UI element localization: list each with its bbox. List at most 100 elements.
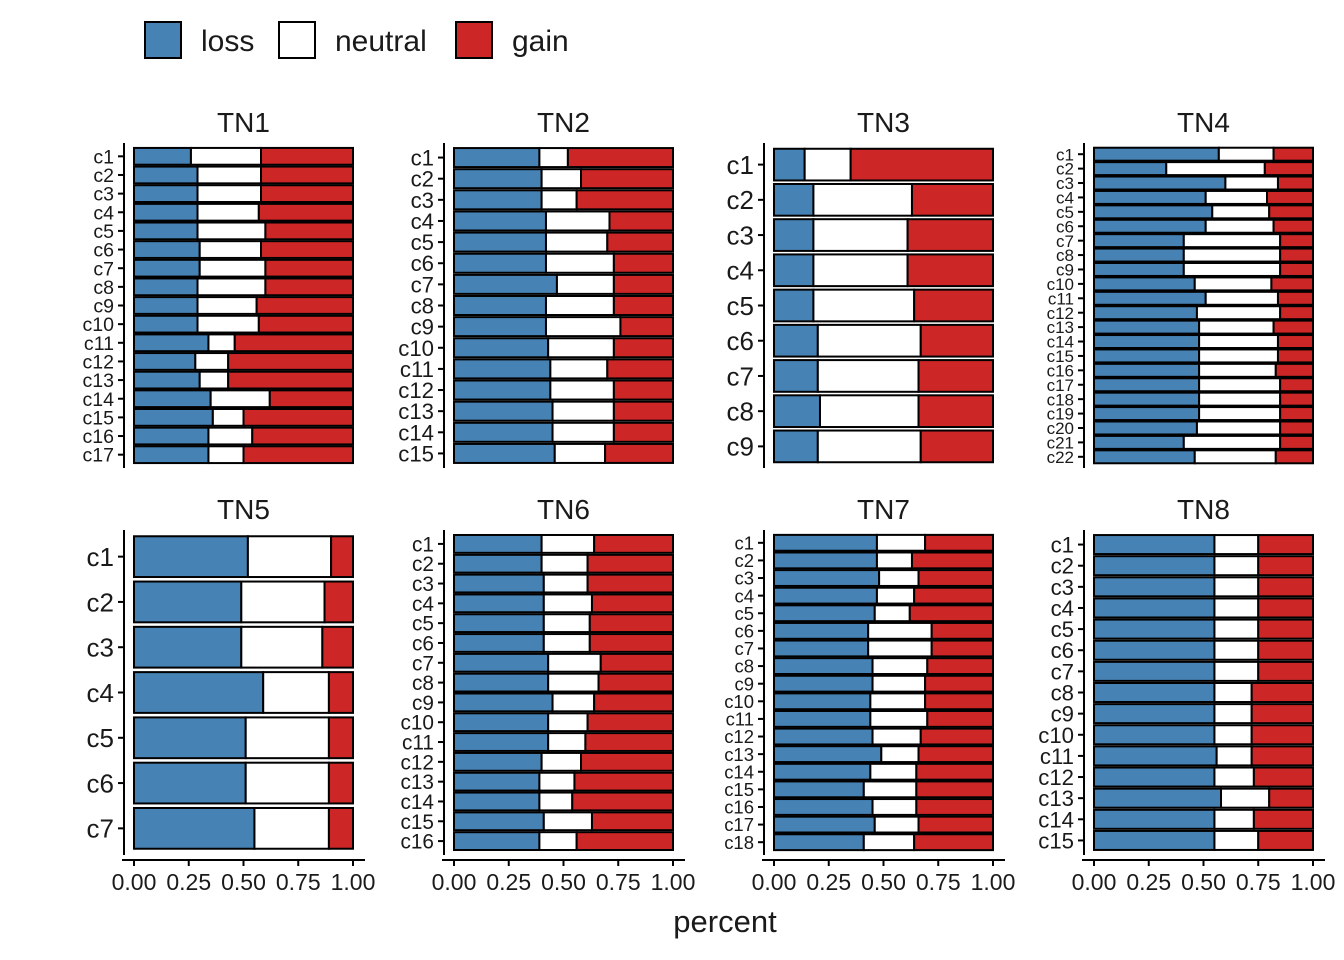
bar-gain-c6 <box>919 323 994 358</box>
bar-gain-c16 <box>1274 362 1315 378</box>
bar-neutral-c3 <box>1213 576 1260 598</box>
bar-loss-c16 <box>133 426 210 446</box>
bar-neutral-c22 <box>1193 449 1277 465</box>
bar-loss-c3 <box>133 184 199 204</box>
bar-loss-c16 <box>773 798 874 816</box>
bar-gain-c6 <box>260 240 354 259</box>
bar-neutral-c15 <box>553 442 607 464</box>
y-tick-label: c10 <box>398 336 434 361</box>
bar-gain-c16 <box>251 426 354 446</box>
bar-gain-c4 <box>590 593 674 614</box>
y-tick-label: c3 <box>1051 575 1074 600</box>
panel-title: TN7 <box>857 494 910 525</box>
bar-loss-c1 <box>453 533 543 554</box>
y-tick-label: c10 <box>400 712 434 735</box>
bar-neutral-c4 <box>812 253 909 288</box>
bar-neutral-c4 <box>262 671 330 714</box>
bar-gain-c20 <box>1279 420 1315 436</box>
bar-neutral-c4 <box>196 202 260 222</box>
bar-loss-c3 <box>1093 175 1227 191</box>
bar-gain-c17 <box>1279 377 1315 393</box>
bar-gain-c6 <box>930 621 994 640</box>
y-tick-label: c12 <box>398 378 434 403</box>
bar-gain-c15 <box>590 811 674 832</box>
panel-title: TN4 <box>1177 107 1230 138</box>
legend-label-loss: loss <box>201 25 254 58</box>
y-tick-label: c22 <box>1047 448 1074 467</box>
bar-loss-c12 <box>1093 766 1216 788</box>
x-tick-label: 1.00 <box>331 869 376 895</box>
bar-neutral-c7 <box>555 273 615 295</box>
y-tick-label: c1 <box>411 146 434 171</box>
bar-gain-c13 <box>1272 319 1314 335</box>
bar-gain-c18 <box>1279 391 1315 407</box>
y-tick-label: c1 <box>87 542 114 572</box>
bar-loss-c17 <box>1093 377 1201 393</box>
bar-loss-c2 <box>453 168 543 190</box>
bar-loss-c2 <box>1093 555 1216 577</box>
bar-neutral-c4 <box>1213 597 1260 619</box>
bar-neutral-c13 <box>880 745 920 764</box>
bar-neutral-c10 <box>547 712 589 733</box>
bar-neutral-c17 <box>1198 377 1282 393</box>
y-tick-label: c6 <box>734 621 754 642</box>
bar-gain-c7 <box>1257 660 1314 682</box>
y-tick-label: c10 <box>1038 723 1074 748</box>
x-tick-label: 0.00 <box>1072 869 1117 895</box>
bar-neutral-c2 <box>196 165 263 185</box>
bar-gain-c8 <box>597 672 674 693</box>
bar-loss-c8 <box>1093 681 1216 704</box>
y-tick-label: c2 <box>1051 554 1074 579</box>
y-tick-label: c7 <box>411 272 434 297</box>
bar-loss-c3 <box>453 189 543 211</box>
bar-loss-c18 <box>1093 391 1201 407</box>
bar-loss-c1 <box>133 146 192 166</box>
x-tick-label: 1.00 <box>651 869 696 895</box>
bar-gain-c2 <box>1257 555 1314 577</box>
y-tick-label: c3 <box>734 568 754 589</box>
y-tick-label: c1 <box>734 532 754 553</box>
bar-gain-c12 <box>1252 766 1314 788</box>
bar-neutral-c18 <box>862 833 916 852</box>
bar-neutral-c8 <box>818 394 920 429</box>
bar-neutral-c12 <box>194 352 230 371</box>
bar-loss-c4 <box>1093 189 1207 205</box>
y-tick-label: c6 <box>1056 217 1074 236</box>
bar-loss-c20 <box>1093 420 1198 436</box>
bar-neutral-c11 <box>207 333 236 353</box>
bar-neutral-c17 <box>207 445 245 465</box>
bar-neutral-c8 <box>871 657 929 676</box>
y-tick-label: c1 <box>412 533 434 556</box>
bar-loss-c9 <box>453 692 554 713</box>
bar-loss-c12 <box>773 727 874 746</box>
bar-gain-c4 <box>1257 597 1314 619</box>
bar-gain-c8 <box>264 277 354 297</box>
bar-loss-c3 <box>1093 576 1216 598</box>
x-tick-label: 0.75 <box>1236 869 1281 895</box>
x-tick-label: 0.00 <box>112 869 157 895</box>
bar-loss-c2 <box>1093 161 1168 177</box>
y-tick-label: c5 <box>727 291 754 321</box>
y-tick-label: c5 <box>1051 617 1074 642</box>
bar-gain-c3 <box>321 625 354 669</box>
y-tick-label: c1 <box>727 150 754 180</box>
y-tick-label: c6 <box>1051 638 1074 663</box>
bar-loss-c2 <box>133 165 199 185</box>
y-tick-label: c15 <box>1038 828 1074 853</box>
y-tick-label: c5 <box>412 613 434 636</box>
bar-loss-c15 <box>1093 829 1216 851</box>
bar-gain-c8 <box>1250 681 1315 704</box>
bar-neutral-c10 <box>196 314 260 334</box>
y-tick-label: c15 <box>82 407 114 429</box>
bar-gain-c2 <box>586 553 675 574</box>
bar-neutral-c6 <box>816 323 922 358</box>
bar-gain-c7 <box>1279 233 1315 249</box>
bar-gain-c11 <box>606 358 674 380</box>
bar-gain-c13 <box>612 400 674 422</box>
x-tick-label: 0.25 <box>166 869 211 895</box>
y-tick-label: c18 <box>724 832 754 853</box>
panel-title: TN5 <box>217 494 270 525</box>
bar-loss-c7 <box>453 652 550 673</box>
bar-neutral-c8 <box>1213 681 1253 704</box>
bar-gain-c15 <box>1257 829 1314 851</box>
